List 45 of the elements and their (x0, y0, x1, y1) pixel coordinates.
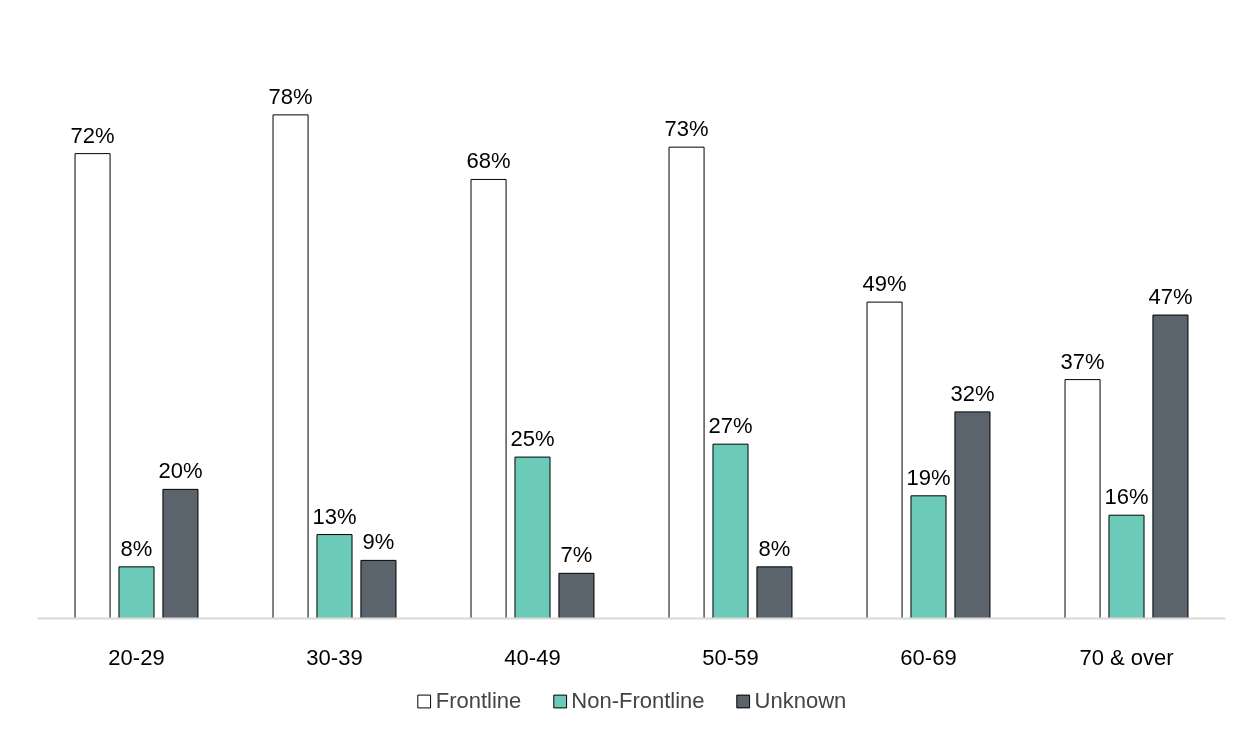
x-tick-label: 50-59 (702, 644, 759, 670)
legend-label: Non-Frontline (571, 688, 705, 714)
bar (668, 146, 705, 619)
bar (1108, 514, 1145, 619)
x-tick-label: 40-49 (504, 644, 561, 670)
bar (1152, 314, 1189, 619)
data-label: 20% (158, 458, 203, 484)
data-label: 47% (1148, 284, 1193, 310)
data-label: 32% (950, 380, 995, 406)
bar (360, 559, 397, 619)
data-label: 49% (862, 271, 907, 297)
x-tick-label: 60-69 (900, 644, 957, 670)
x-tick-label: 20-29 (108, 644, 165, 670)
data-label: 9% (362, 529, 395, 555)
bar (74, 153, 111, 619)
data-label: 25% (510, 426, 555, 452)
data-label: 73% (664, 116, 709, 142)
data-label: 13% (312, 503, 357, 529)
data-label: 68% (466, 148, 511, 174)
bar (558, 572, 595, 619)
data-label: 8% (120, 535, 153, 561)
bar (118, 566, 155, 619)
bar (316, 534, 353, 619)
x-tick-label: 70 & over (1079, 644, 1174, 670)
legend-label: Frontline (435, 688, 522, 714)
data-label: 16% (1104, 484, 1149, 510)
bar (272, 114, 309, 619)
data-label: 72% (70, 122, 115, 148)
bar (910, 495, 947, 619)
bar (954, 411, 991, 619)
bar (162, 488, 199, 619)
bar (866, 301, 903, 619)
bar (712, 443, 749, 619)
bar (514, 456, 551, 619)
legend-label: Unknown (754, 688, 847, 714)
bar (1064, 379, 1101, 619)
x-tick-label: 30-39 (306, 644, 363, 670)
data-label: 27% (708, 413, 753, 439)
data-label: 37% (1060, 348, 1105, 374)
data-label: 78% (268, 83, 313, 109)
data-label: 7% (560, 542, 593, 568)
data-label: 19% (906, 464, 951, 490)
data-label: 8% (758, 535, 791, 561)
bar (470, 178, 507, 619)
bar (756, 566, 793, 619)
